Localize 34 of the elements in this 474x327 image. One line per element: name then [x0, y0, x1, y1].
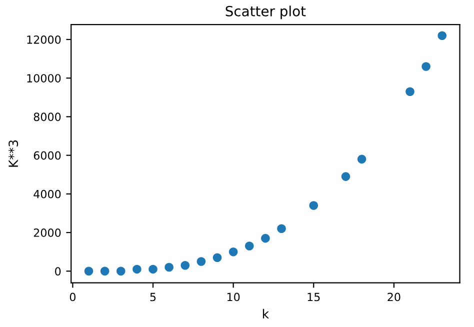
- point: [341, 172, 350, 181]
- point: [309, 201, 318, 210]
- point: [132, 264, 142, 274]
- y-tick-label: 8000: [34, 112, 61, 122]
- x-tick-label: 5: [150, 292, 156, 302]
- x-tick-label: 0: [70, 292, 76, 302]
- point: [116, 266, 126, 276]
- y-axis-title: K**3: [8, 140, 18, 167]
- point: [261, 234, 270, 243]
- y-tick-label: 4000: [34, 190, 61, 198]
- x-tick-label: 10: [227, 292, 240, 302]
- y-tick-label: 12000: [27, 35, 61, 44]
- point: [357, 154, 366, 164]
- point: [244, 242, 254, 250]
- y-tick-label: 2000: [34, 228, 61, 237]
- y-tick-label: 6000: [34, 151, 61, 160]
- point: [84, 266, 94, 276]
- point: [277, 224, 286, 234]
- point: [100, 266, 110, 276]
- point: [406, 87, 414, 96]
- point: [196, 257, 206, 266]
- x-tick-label: 20: [388, 292, 400, 302]
- point: [422, 62, 430, 71]
- y-tick-label: 10000: [27, 74, 61, 82]
- point: [228, 247, 238, 256]
- chart-title: Scatter plot: [226, 6, 306, 20]
- point: [148, 264, 158, 274]
- point: [180, 260, 190, 270]
- point: [212, 253, 222, 262]
- point: [438, 31, 447, 40]
- x-axis-title: k: [262, 308, 270, 318]
- y-tick-label: 0: [55, 267, 61, 276]
- point: [164, 262, 174, 272]
- x-tick-label: 15: [308, 292, 320, 302]
